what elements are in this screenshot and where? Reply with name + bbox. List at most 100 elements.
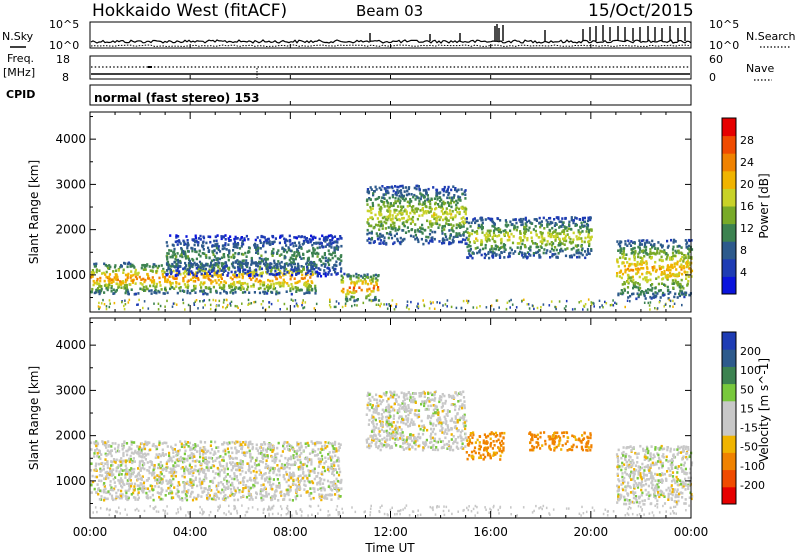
freq-label-1: Freq. [7, 52, 34, 65]
power-cell [388, 303, 390, 306]
power-cell [405, 193, 408, 197]
power-cell [218, 283, 221, 286]
velocity-cell [322, 496, 325, 499]
velocity-cell [224, 452, 227, 456]
velocity-cell [235, 449, 238, 452]
power-cell [134, 270, 137, 274]
velocity-cell [140, 442, 143, 445]
velocity-cell [273, 461, 276, 464]
power-cell [225, 248, 228, 251]
power-cell [627, 281, 630, 285]
power-cell [285, 290, 288, 293]
velocity-cell [228, 441, 231, 444]
velocity-cell [241, 451, 244, 454]
power-cell [602, 306, 604, 309]
power-cell [199, 266, 202, 270]
power-cell [645, 239, 648, 243]
power-cell [291, 254, 294, 257]
power-cell [228, 286, 231, 289]
power-cell [266, 292, 269, 295]
velocity-cell [331, 472, 334, 475]
power-cell [187, 262, 191, 265]
power-cell [198, 267, 201, 270]
power-cell [240, 252, 244, 256]
power-cell [345, 296, 348, 299]
velocity-cell [165, 441, 168, 445]
power-cell [376, 279, 379, 282]
power-cell [230, 282, 233, 286]
power-cell [642, 261, 645, 265]
velocity-cell [172, 474, 175, 477]
power-cell [481, 231, 484, 234]
power-cell [321, 234, 324, 238]
power-cell [679, 284, 682, 288]
power-cell [220, 286, 223, 290]
velocity-cell [204, 472, 207, 476]
velocity-cell [233, 472, 236, 475]
power-cell [328, 269, 331, 272]
velocity-cell [299, 487, 302, 490]
power-cell [271, 266, 274, 269]
power-cell [337, 237, 340, 241]
power-cell [271, 279, 274, 283]
power-cell [548, 223, 551, 226]
velocity-cell [337, 442, 340, 446]
power-cell [662, 291, 665, 295]
power-cell [380, 220, 383, 223]
power-cell [509, 306, 511, 309]
power-cell [390, 185, 393, 189]
velocity-cell [304, 445, 308, 449]
power-cell [127, 292, 130, 296]
power-cell [620, 289, 623, 292]
power-cell [107, 286, 110, 289]
power-cell [461, 192, 464, 196]
power-cell [183, 250, 187, 254]
power-cell [375, 232, 378, 235]
power-cell [637, 245, 640, 249]
velocity-cell [172, 455, 175, 459]
power-cell [543, 227, 546, 230]
power-cell [670, 274, 673, 278]
power-cell [430, 302, 432, 305]
velocity-cell [128, 468, 131, 472]
power-cell [375, 303, 378, 306]
velocity-cell [318, 477, 321, 480]
power-cell [422, 201, 425, 204]
power-cell [128, 298, 131, 302]
velocity-cell [227, 480, 230, 484]
velocity-cell [129, 454, 132, 458]
power-cell [577, 229, 580, 232]
power-cell [300, 277, 303, 280]
velocity-cell [171, 448, 175, 452]
power-cell [322, 262, 325, 266]
power-cell [505, 221, 508, 224]
power-cell [373, 240, 376, 244]
power-cell [623, 282, 626, 286]
power-cell [229, 239, 232, 242]
power-cell [456, 210, 459, 214]
power-cell [146, 272, 149, 276]
power-cell [188, 259, 191, 263]
power-cell [202, 276, 205, 279]
velocity-cell [161, 498, 164, 501]
power-cell [342, 290, 345, 294]
power-cell [393, 224, 396, 228]
power-cell [228, 284, 231, 288]
power-cell [363, 278, 366, 281]
velocity-cell [115, 450, 118, 454]
power-cell [535, 218, 538, 221]
power-cell [641, 272, 644, 276]
power-cell [641, 290, 644, 293]
power-cell [186, 286, 189, 289]
velocity-cell [319, 487, 322, 490]
power-cell [195, 257, 198, 261]
velocity-cell [303, 479, 306, 483]
power-cell [367, 218, 370, 221]
power-cell [401, 217, 404, 220]
power-cell [666, 276, 669, 279]
power-cell [663, 269, 666, 273]
power-cell [166, 272, 169, 276]
power-cell [123, 261, 126, 265]
velocity-cell [185, 482, 188, 485]
power-cell [290, 268, 293, 271]
